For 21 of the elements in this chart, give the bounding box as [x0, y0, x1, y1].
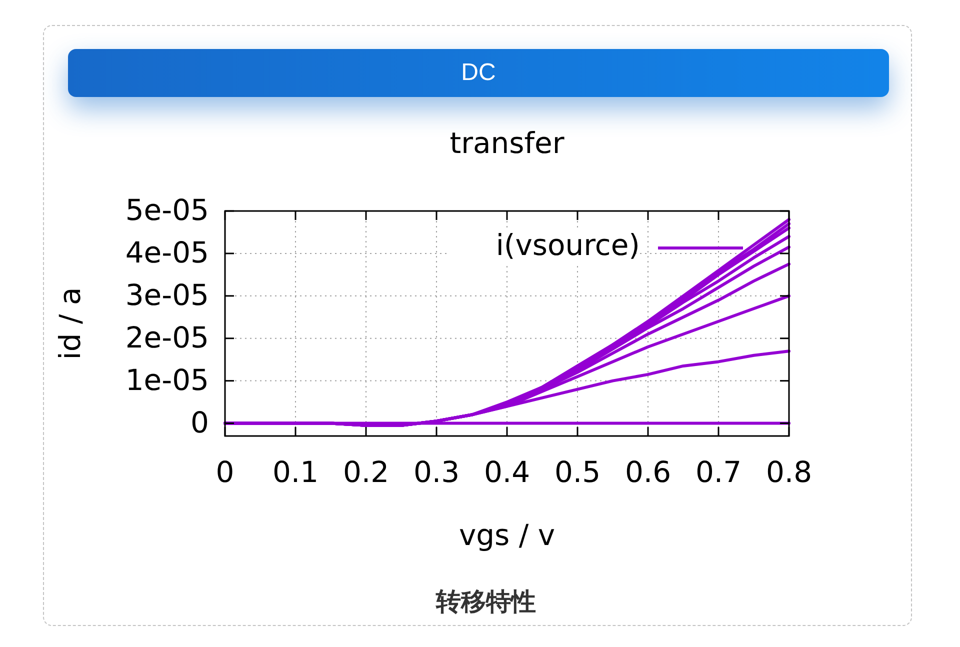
- y-tick-label: 0: [190, 405, 209, 440]
- y-tick-label: 2e-05: [125, 320, 209, 354]
- x-axis-title: vgs / v: [458, 518, 556, 552]
- y-tick-label: 1e-05: [125, 362, 209, 397]
- text: 转移特性: [435, 587, 536, 616]
- x-tick-label: 0.8: [766, 455, 812, 489]
- y-tick-label: 4e-05: [125, 235, 209, 270]
- y-axis-title: id / a: [53, 287, 87, 360]
- x-tick-label: 0.3: [413, 455, 460, 489]
- x-tick-label: 0.1: [272, 455, 319, 489]
- x-tick-label: 0.5: [554, 455, 601, 489]
- x-tick-label: 0.6: [624, 455, 672, 489]
- x-tick-label: 0: [216, 455, 234, 489]
- chart-subtitle: transfer: [450, 126, 564, 160]
- chart-title: DC: [68, 49, 889, 97]
- y-tick-label: 3e-05: [125, 278, 209, 312]
- legend-label: i(vsource): [496, 228, 640, 262]
- x-tick-label: 0.2: [342, 455, 390, 489]
- y-tick-label: 5e-05: [125, 193, 209, 227]
- x-tick-label: 0.7: [695, 455, 742, 489]
- x-tick-label: 0.4: [484, 455, 530, 489]
